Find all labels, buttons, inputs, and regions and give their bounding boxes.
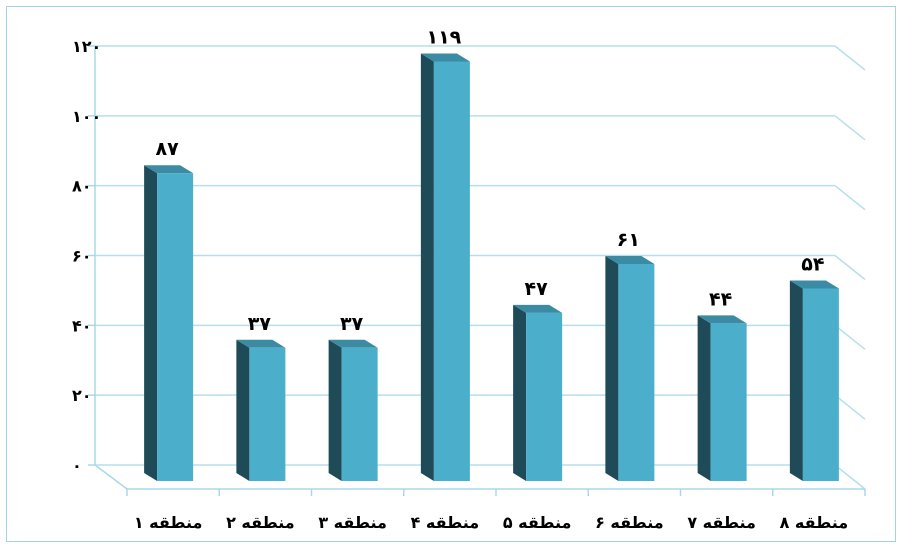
bar-top	[144, 165, 194, 174]
bar	[789, 280, 839, 481]
gridline-depth	[834, 254, 866, 281]
bar-front	[341, 347, 378, 481]
bar-side	[513, 304, 527, 481]
bar-front	[618, 264, 655, 481]
category-label: منطقه ۶	[595, 513, 664, 532]
data-label: ۱۱۹	[426, 26, 461, 48]
gridline-depth	[834, 115, 866, 141]
bar	[236, 339, 286, 481]
bar-top	[605, 256, 655, 265]
axes	[88, 45, 866, 496]
category-label: منطقه ۵	[503, 513, 572, 532]
bar-top	[789, 280, 839, 289]
gridline-depth	[834, 45, 866, 71]
data-label: ۴۷	[525, 278, 549, 300]
data-label: ۵۴	[801, 253, 824, 275]
bar-top	[236, 339, 286, 348]
labels: ۰ ۲۰ ۴۰ ۶۰ ۸۰ ۱۰۰ ۱۲۰ ۸۷ منطقه ۱ ۳۷ منطقه ۲ ۳۷ منطقه…	[72, 26, 848, 532]
bar-side	[328, 339, 342, 481]
bar-top	[420, 53, 470, 62]
gridlines	[95, 45, 866, 490]
floor-left-edge	[94, 464, 128, 490]
bar	[513, 304, 563, 481]
category-label: منطقه ۸	[780, 513, 849, 532]
bar-front	[526, 312, 563, 481]
category-label: منطقه ۷	[687, 513, 756, 532]
y-tick-label: ۱۰۰	[72, 107, 101, 126]
bar	[420, 53, 470, 481]
gridline-depth	[834, 324, 866, 350]
category-label: منطقه ۴	[411, 513, 480, 532]
data-label: ۳۷	[340, 313, 364, 335]
bar-side	[789, 280, 803, 481]
y-tick-label: ۴۰	[72, 316, 92, 335]
bar-front	[157, 173, 194, 481]
bar-side	[697, 315, 711, 481]
bars	[144, 53, 839, 481]
data-label: ۳۷	[248, 313, 272, 335]
gridline-depth	[834, 394, 866, 420]
gridline-depth	[834, 464, 866, 490]
bar-front	[433, 61, 470, 481]
gridline-depth	[834, 185, 866, 211]
bar-top	[513, 304, 563, 313]
category-label: منطقه ۳	[318, 513, 387, 532]
data-label: ۶۱	[617, 229, 640, 251]
bar-top	[697, 315, 747, 324]
bar-front	[249, 347, 286, 481]
y-tick-label: ۰	[72, 456, 82, 475]
bar-front	[802, 288, 839, 481]
bar	[144, 165, 194, 481]
y-tick-label: ۶۰	[72, 247, 92, 266]
data-label: ۴۴	[709, 288, 732, 310]
bar-top	[328, 339, 378, 348]
bar-side	[420, 53, 434, 481]
bar-side	[605, 256, 619, 481]
chart-frame	[6, 6, 896, 542]
bar	[605, 256, 655, 481]
y-tick-label: ۲۰	[72, 386, 92, 405]
bar-front	[710, 323, 747, 481]
data-label: ۸۷	[156, 138, 180, 160]
bar	[697, 315, 747, 481]
category-label: منطقه ۱	[134, 513, 203, 532]
bar-side	[236, 339, 250, 481]
category-label: منطقه ۲	[226, 513, 295, 532]
y-tick-label: ۸۰	[72, 177, 92, 196]
y-tick-label: ۱۲۰	[72, 37, 101, 56]
bar-side	[144, 165, 158, 481]
bar	[328, 339, 378, 481]
